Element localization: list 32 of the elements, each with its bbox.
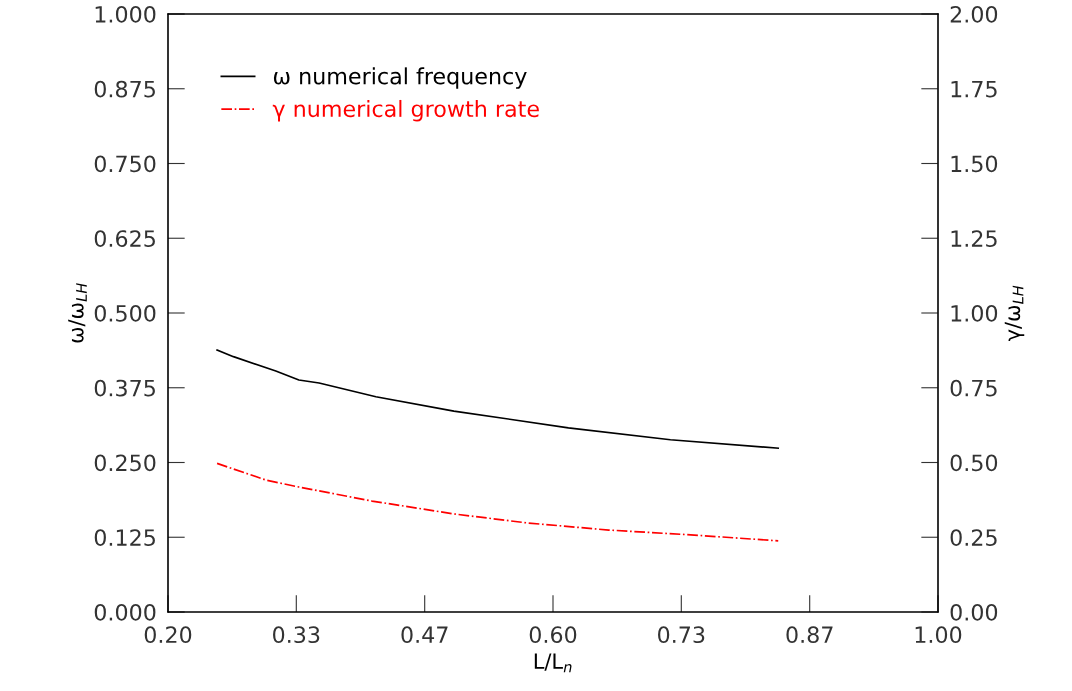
x-tick-label: 0.47 — [401, 626, 448, 644]
y2-tick-label: 0.75 — [950, 379, 997, 397]
x-tick-label: 1.00 — [915, 626, 962, 644]
line-series — [216, 462, 780, 542]
y-tick-label: 0.000 — [94, 603, 156, 621]
x-tick-label: 0.87 — [786, 626, 833, 644]
y2-axis-title: γ/ω$_{LH}$ — [1004, 285, 1025, 342]
y2-tick-label: 0.50 — [950, 454, 998, 472]
y2-tick-label: 0.00 — [950, 603, 998, 621]
y-tick-label: 0.125 — [94, 529, 155, 547]
y2-tick-label: 1.50 — [951, 155, 998, 173]
y2-tick-label: 1.75 — [951, 80, 997, 98]
y-tick-label: 0.500 — [94, 304, 156, 322]
legend-label: ω numerical frequency — [273, 67, 527, 89]
y2-tick-label: 1.00 — [951, 304, 998, 322]
y2-tick-label: 2.00 — [950, 5, 998, 23]
y-tick-label: 0.250 — [94, 454, 156, 472]
y-tick-label: 0.875 — [94, 80, 155, 98]
x-tick-label: 0.20 — [144, 626, 192, 644]
x-tick-label: 0.33 — [273, 626, 320, 644]
y-tick-label: 1.000 — [95, 5, 156, 23]
y-tick-label: 0.750 — [94, 155, 156, 173]
y-tick-label: 0.375 — [94, 379, 155, 397]
x-tick-label: 0.60 — [529, 626, 577, 644]
legend-label: γ numerical growth rate — [272, 99, 539, 122]
y-axis-title: ω/ω$_{LH}$ — [68, 283, 87, 343]
y2-tick-label: 0.25 — [950, 529, 997, 547]
line-series — [216, 349, 780, 449]
y-tick-label: 0.625 — [94, 230, 155, 248]
x-axis-title: L/L$_{n}$ — [534, 653, 572, 673]
x-tick-label: 0.73 — [658, 626, 705, 644]
y2-tick-label: 1.25 — [951, 230, 997, 248]
